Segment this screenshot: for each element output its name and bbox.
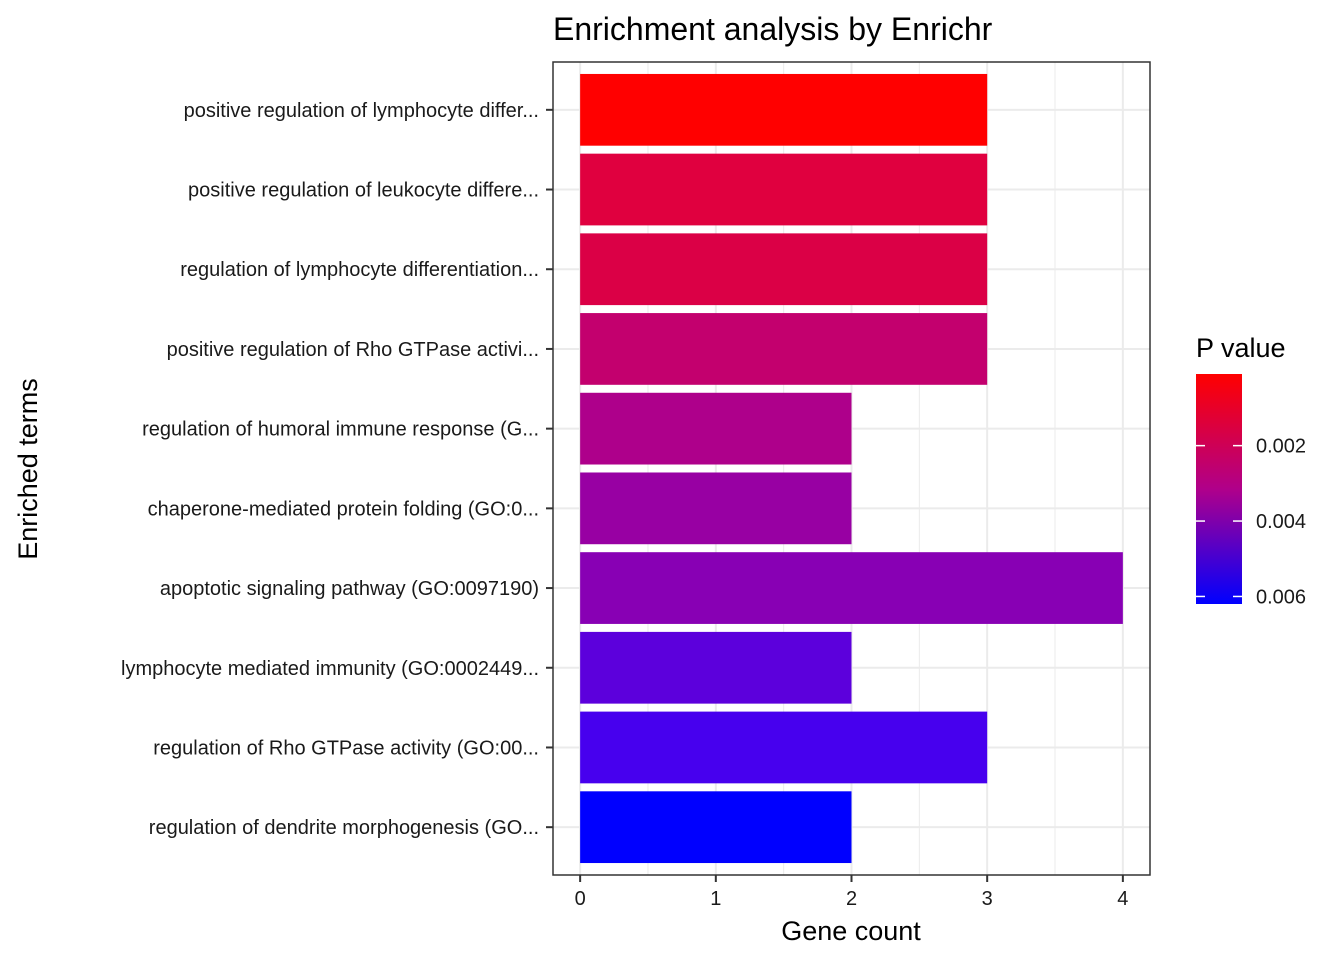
bar xyxy=(580,313,988,385)
legend-tick-label: 0.006 xyxy=(1256,586,1306,608)
y-tick-label: chaperone-mediated protein folding (GO:0… xyxy=(148,498,539,520)
x-tick-label: 2 xyxy=(846,888,857,910)
bars xyxy=(580,73,1123,864)
y-tick-label: positive regulation of Rho GTPase activi… xyxy=(167,339,539,361)
legend-tick-label: 0.004 xyxy=(1256,511,1306,533)
bar xyxy=(580,791,852,864)
bar xyxy=(580,472,852,545)
bar xyxy=(580,392,852,465)
x-tick-label: 1 xyxy=(710,888,721,910)
y-axis: positive regulation of lymphocyte differ… xyxy=(121,100,553,839)
y-tick-label: regulation of lymphocyte differentiation… xyxy=(180,259,539,281)
bar xyxy=(580,631,852,704)
bar xyxy=(580,711,988,784)
plot-panel xyxy=(552,61,1151,876)
y-tick-label: lymphocyte mediated immunity (GO:0002449… xyxy=(121,658,539,680)
legend-colorbar xyxy=(1196,374,1242,604)
x-tick-label: 0 xyxy=(575,888,586,910)
chart-title: Enrichment analysis by Enrichr xyxy=(553,11,993,47)
y-tick-label: apoptotic signaling pathway (GO:0097190) xyxy=(160,578,539,600)
bar xyxy=(580,233,988,306)
x-tick-label: 4 xyxy=(1117,888,1128,910)
y-axis-title: Enriched terms xyxy=(13,378,43,560)
y-tick-label: regulation of Rho GTPase activity (GO:00… xyxy=(153,737,539,759)
legend-ticks: 0.002 0.004 0.006 xyxy=(1196,436,1306,608)
y-tick-label: positive regulation of lymphocyte differ… xyxy=(184,100,539,122)
legend-tick-label: 0.002 xyxy=(1256,436,1306,458)
x-tick-label: 3 xyxy=(982,888,993,910)
y-tick-label: regulation of humoral immune response (G… xyxy=(142,419,539,441)
bar xyxy=(580,73,988,146)
x-axis-title: Gene count xyxy=(781,916,921,946)
legend: P value 0.002 0.004 0.006 xyxy=(1196,333,1306,608)
bar xyxy=(580,552,1123,624)
x-axis: 0 1 2 3 4 xyxy=(575,875,1128,910)
y-tick-label: regulation of dendrite morphogenesis (GO… xyxy=(149,817,539,839)
legend-title: P value xyxy=(1196,333,1286,363)
bar xyxy=(580,153,988,226)
y-tick-label: positive regulation of leukocyte differe… xyxy=(188,180,539,202)
